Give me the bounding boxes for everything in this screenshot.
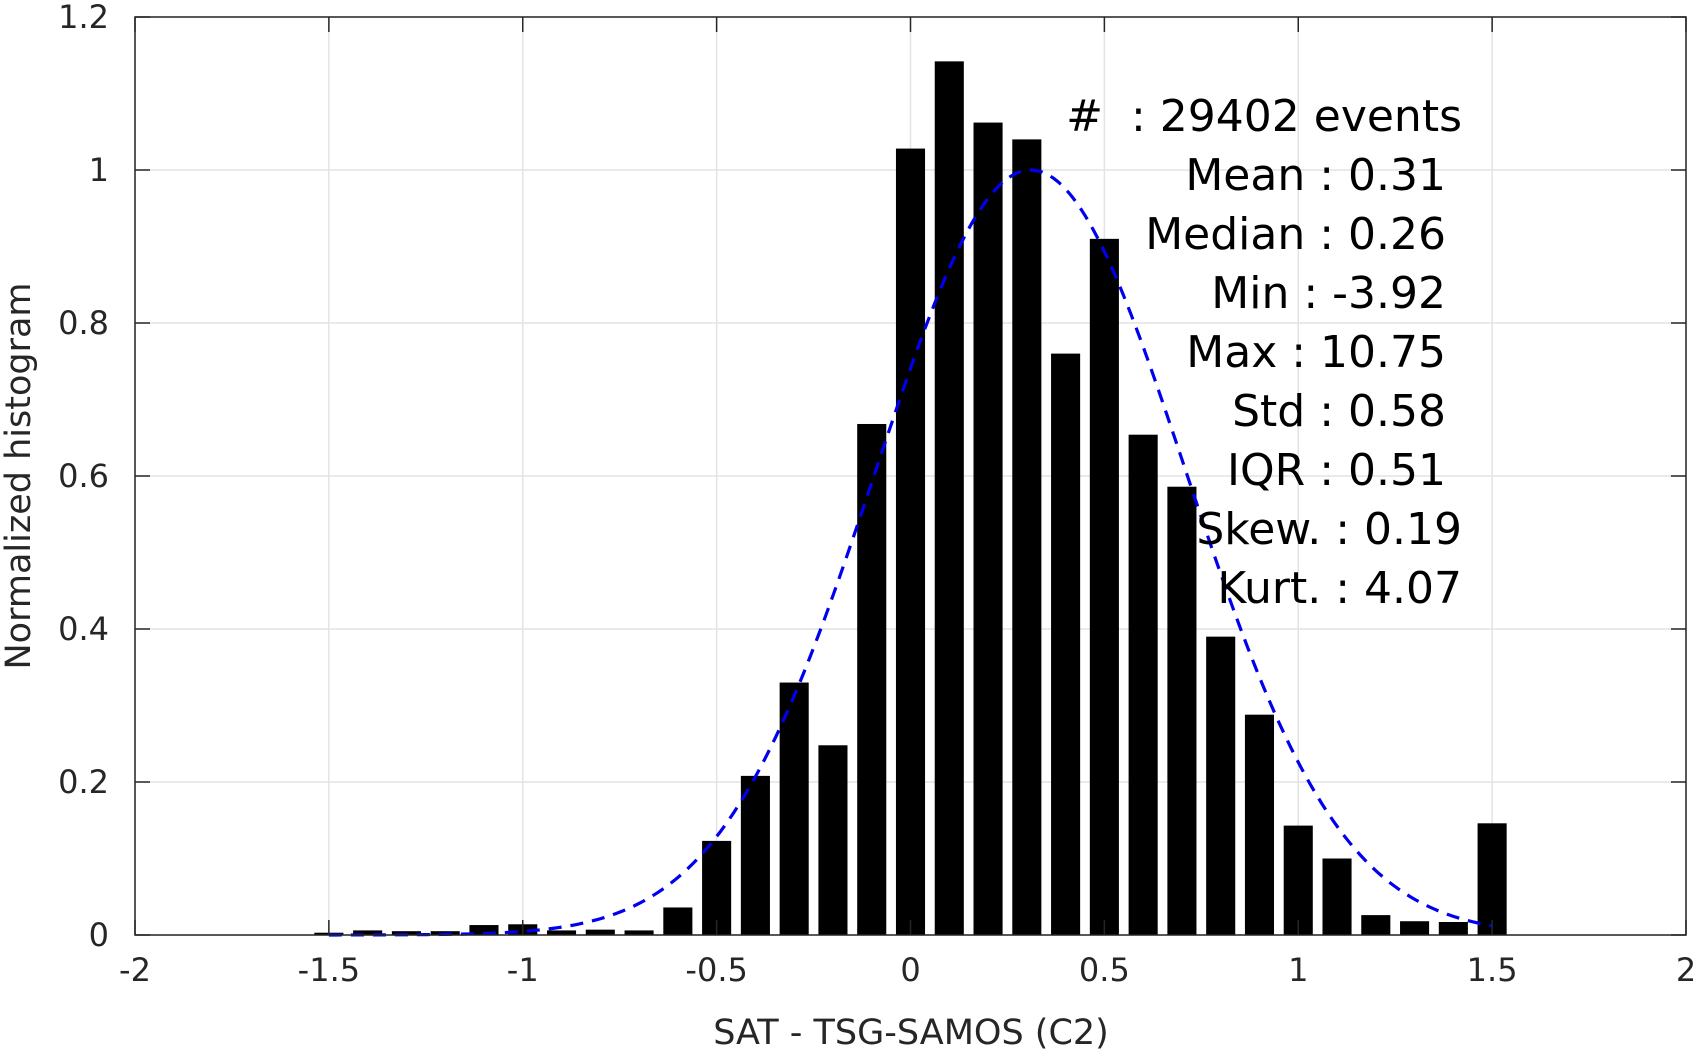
stats-line: Mean : 0.31 (1185, 150, 1446, 201)
histogram-bar (1206, 636, 1236, 935)
histogram-bar (818, 745, 848, 935)
x-tick-label: 0 (900, 951, 920, 989)
histogram-bar (857, 423, 887, 935)
x-tick-label: 1.5 (1467, 951, 1518, 989)
x-tick-label: -1 (507, 951, 539, 989)
statistics-annotation: # : 29402 events Mean : 0.31 Median : 0.26… (1066, 91, 1462, 614)
histogram-bar (1244, 714, 1275, 935)
stats-line: # : 29402 events (1066, 91, 1462, 142)
histogram-bar (1438, 921, 1468, 935)
y-tick-label: 0 (89, 916, 109, 954)
histogram-bar (1361, 915, 1391, 935)
histogram-bar (702, 840, 732, 935)
y-axis-title: Normalized histogram (0, 282, 39, 669)
histogram-bar (469, 925, 499, 935)
histogram-bar (1477, 823, 1507, 935)
x-axis-title: SAT - TSG-SAMOS (C2) (713, 1013, 1109, 1053)
histogram-bars (314, 61, 1507, 936)
histogram-bar (1128, 434, 1158, 935)
histogram-bar (624, 930, 654, 935)
histogram-bar (391, 931, 421, 935)
stats-line: Std : 0.58 (1232, 386, 1446, 437)
stats-line: Min : -3.92 (1211, 268, 1446, 319)
normal-fit-line (328, 168, 1493, 937)
histogram-bar (663, 907, 693, 935)
y-tick-label: 0.2 (58, 763, 109, 801)
x-tick-label: -2 (119, 951, 151, 989)
histogram-bar (1167, 486, 1197, 935)
y-tick-label: 0.6 (58, 457, 109, 495)
y-tick-label: 0.4 (58, 610, 109, 648)
stats-line: Kurt. : 4.07 (1217, 563, 1462, 614)
y-tick-label: 0.8 (58, 304, 109, 342)
histogram-bar (779, 682, 809, 935)
x-tick-label: -0.5 (685, 951, 747, 989)
stats-line: Skew. : 0.19 (1196, 504, 1462, 555)
y-tick-label: 1 (89, 151, 109, 189)
stats-line: IQR : 0.51 (1227, 445, 1446, 496)
stats-line: Max : 10.75 (1186, 327, 1446, 378)
histogram-bar (973, 122, 1003, 935)
histogram-bar (1089, 238, 1119, 936)
histogram-bar (1051, 353, 1081, 936)
histogram-bar (934, 61, 964, 936)
histogram-bar (1283, 825, 1313, 935)
histogram-bar (895, 148, 926, 935)
histogram-bar (585, 929, 615, 935)
normal-fit-curve (328, 168, 1493, 937)
axis-ticks: -2 -1.5 -1 -0.5 0 0.5 1 1.5 2 0 0.2 0.4 0.6 0.8 1 1.2 (58, 0, 1696, 989)
histogram-bar (740, 775, 770, 935)
histogram-bar (353, 930, 383, 935)
x-tick-label: 0.5 (1079, 951, 1130, 989)
histogram-bar (1400, 921, 1430, 935)
y-tick-label: 1.2 (58, 0, 109, 36)
histogram-bar (1322, 858, 1352, 935)
x-tick-label: 1 (1288, 951, 1308, 989)
x-tick-label: -1.5 (298, 951, 360, 989)
histogram-bar (546, 930, 577, 935)
histogram-bar (1012, 139, 1042, 935)
x-tick-label: 2 (1676, 951, 1696, 989)
stats-line: Median : 0.26 (1145, 209, 1446, 260)
